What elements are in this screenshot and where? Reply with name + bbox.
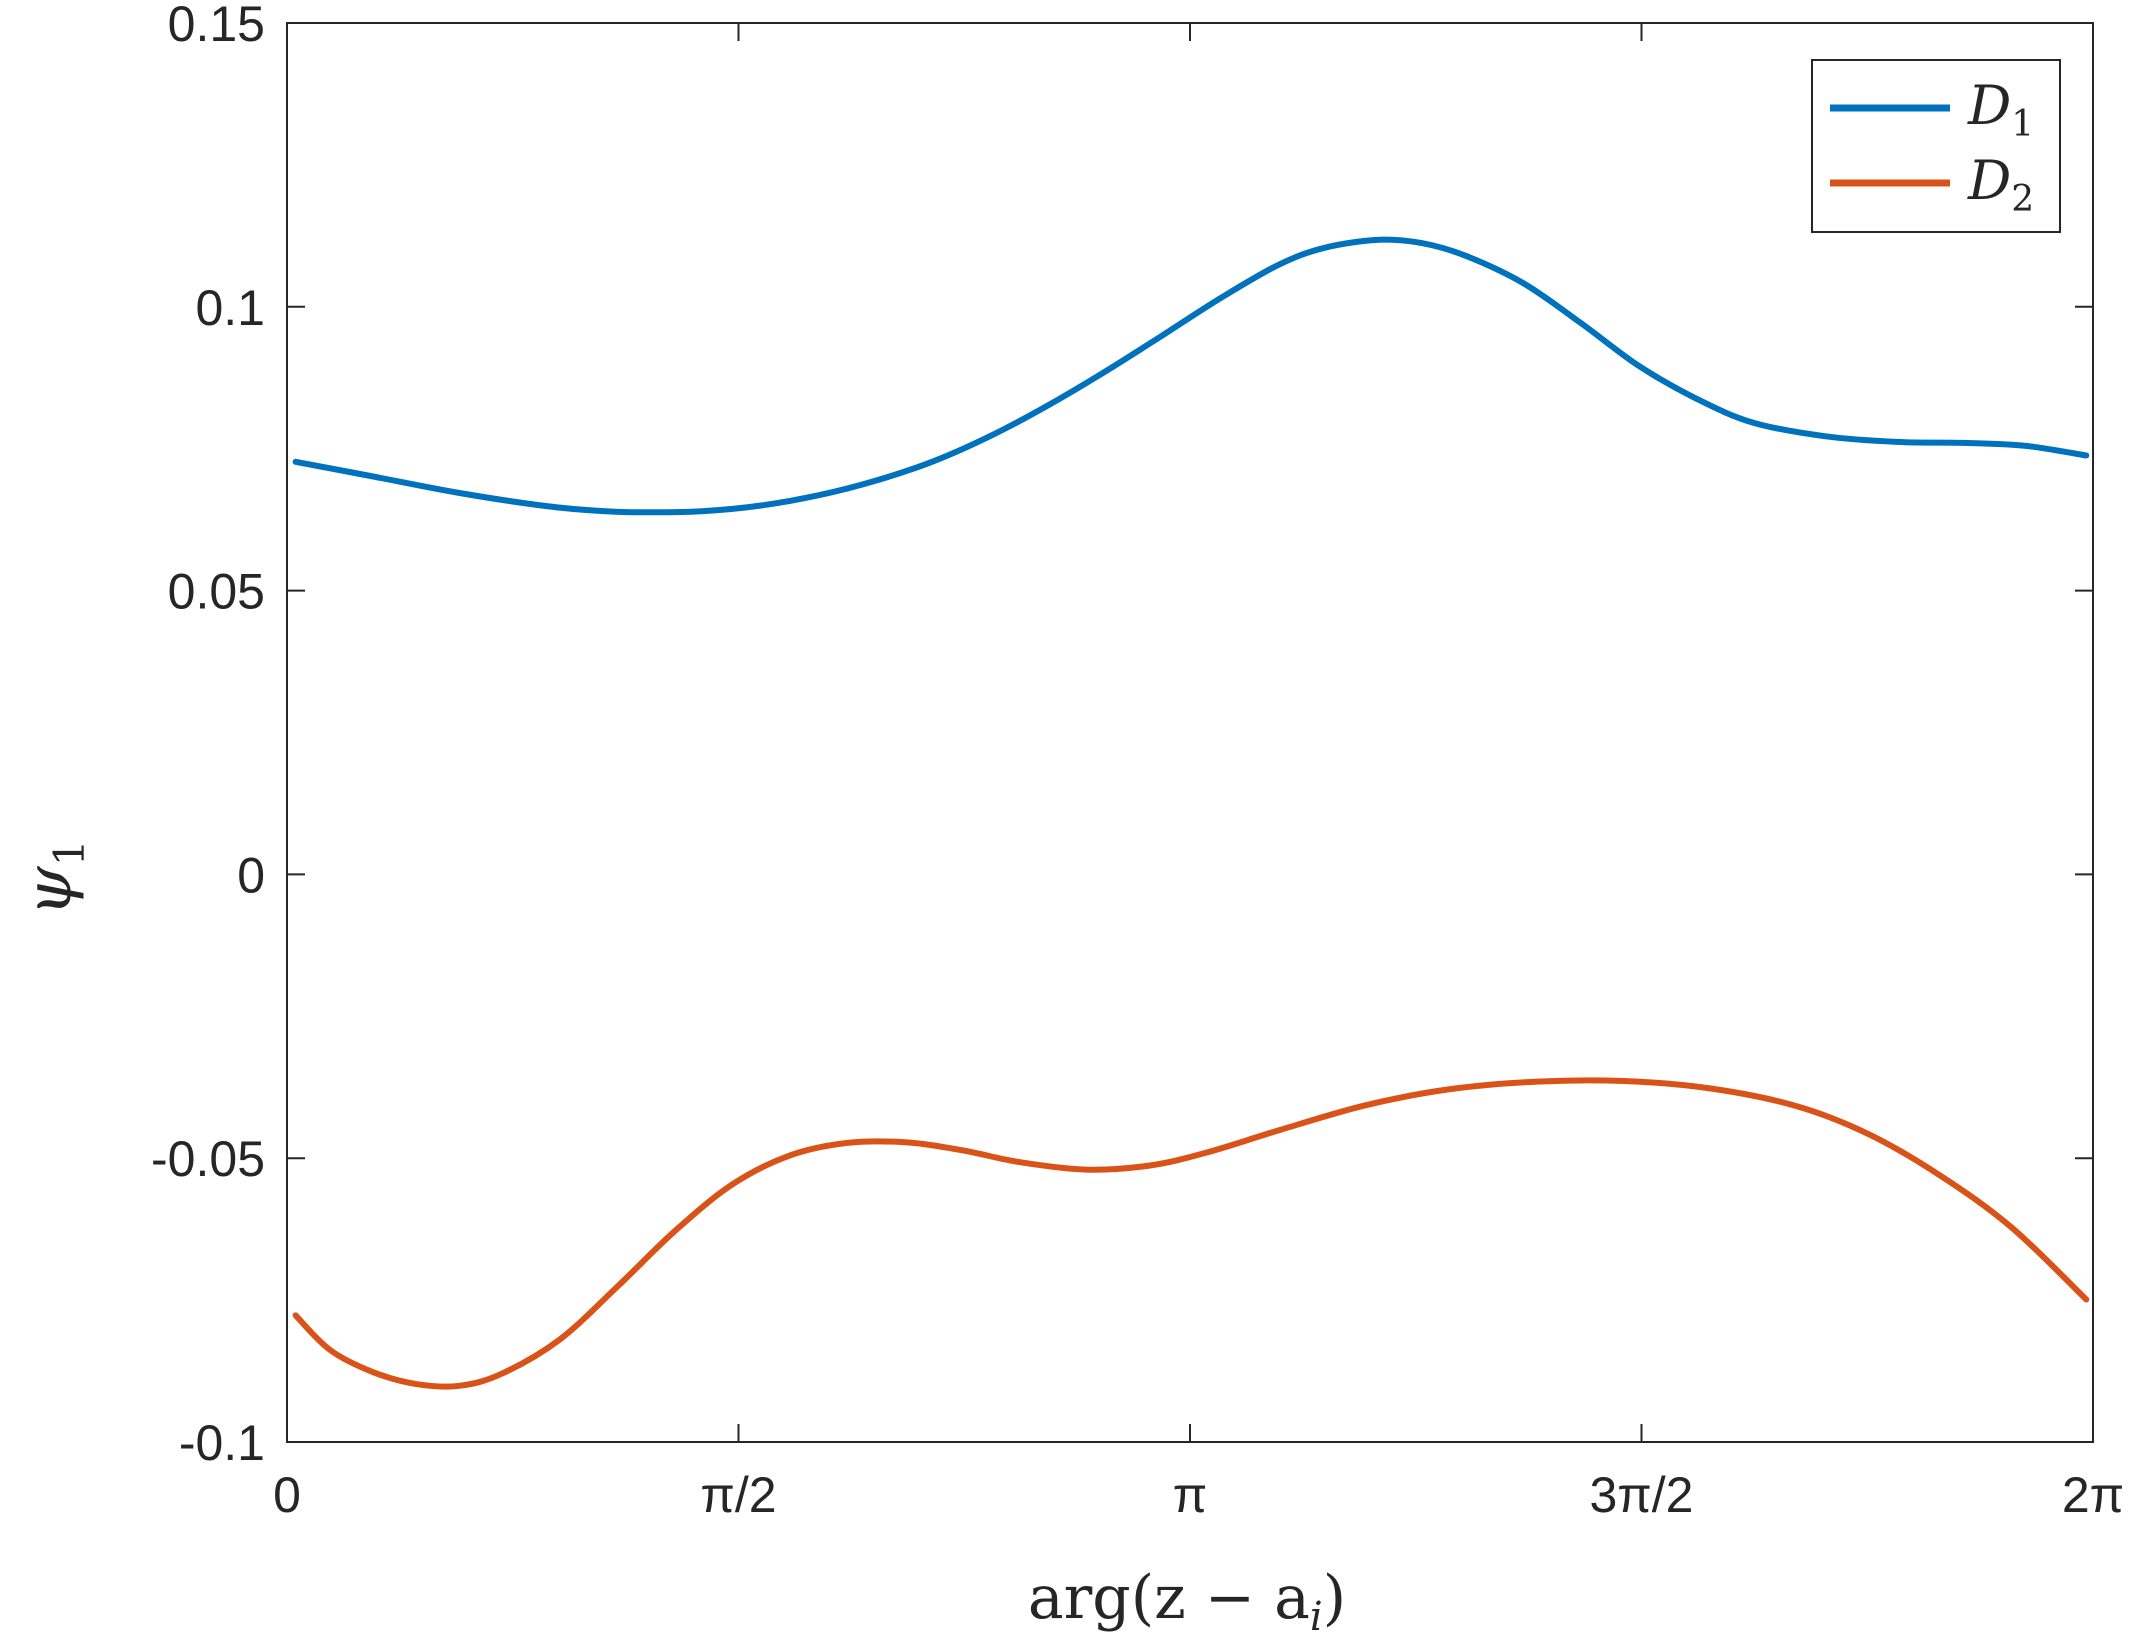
y-tick-label: 0 xyxy=(237,847,265,903)
x-tick-label: π/2 xyxy=(700,1467,776,1523)
x-axis-label-main: arg(z − a xyxy=(1028,1563,1310,1633)
legend-entry-d2-subscript: 2 xyxy=(2011,179,2034,220)
x-tick-label: 0 xyxy=(273,1467,301,1523)
y-axis-label: ψ1 xyxy=(12,840,94,917)
y-tick-label: -0.05 xyxy=(151,1131,265,1187)
series-line-d1 xyxy=(292,236,2090,516)
legend-entry-d2-name: D xyxy=(1967,149,2011,212)
series-layer xyxy=(292,236,2090,1390)
legend-entry-d1-subscript: 1 xyxy=(2011,104,2034,145)
x-axis-label-subscript: i xyxy=(1310,1594,1323,1640)
x-tick-labels: 0 π/2 π 3π/2 2π xyxy=(273,1467,2124,1523)
y-tick-label: -0.1 xyxy=(179,1415,265,1471)
x-tick-label: π xyxy=(1173,1467,1208,1523)
y-tick-label: 0.05 xyxy=(168,564,265,620)
legend-entry-d2: D2 xyxy=(1967,149,2034,220)
y-axis-label-subscript: 1 xyxy=(45,840,94,867)
series-line-d2 xyxy=(292,1077,2090,1390)
y-tick-label: 0.1 xyxy=(195,280,265,336)
legend-box xyxy=(1811,59,2061,233)
legend: D1 D2 xyxy=(1811,59,2061,233)
y-axis-label-main: ψ xyxy=(12,865,86,916)
x-axis-label-close: ) xyxy=(1323,1563,1346,1633)
x-tick-label: 2π xyxy=(2062,1467,2124,1523)
x-axis-label: arg(z − ai) xyxy=(1028,1563,1346,1640)
y-tick-labels: 0.15 0.1 0.05 0 -0.05 -0.1 xyxy=(151,0,265,1471)
x-tick-label: 3π/2 xyxy=(1589,1467,1693,1523)
legend-entry-d1: D1 xyxy=(1967,74,2034,145)
y-tick-label: 0.15 xyxy=(168,0,265,52)
legend-entry-d1-name: D xyxy=(1967,74,2011,137)
tick-marks xyxy=(286,22,2094,1443)
